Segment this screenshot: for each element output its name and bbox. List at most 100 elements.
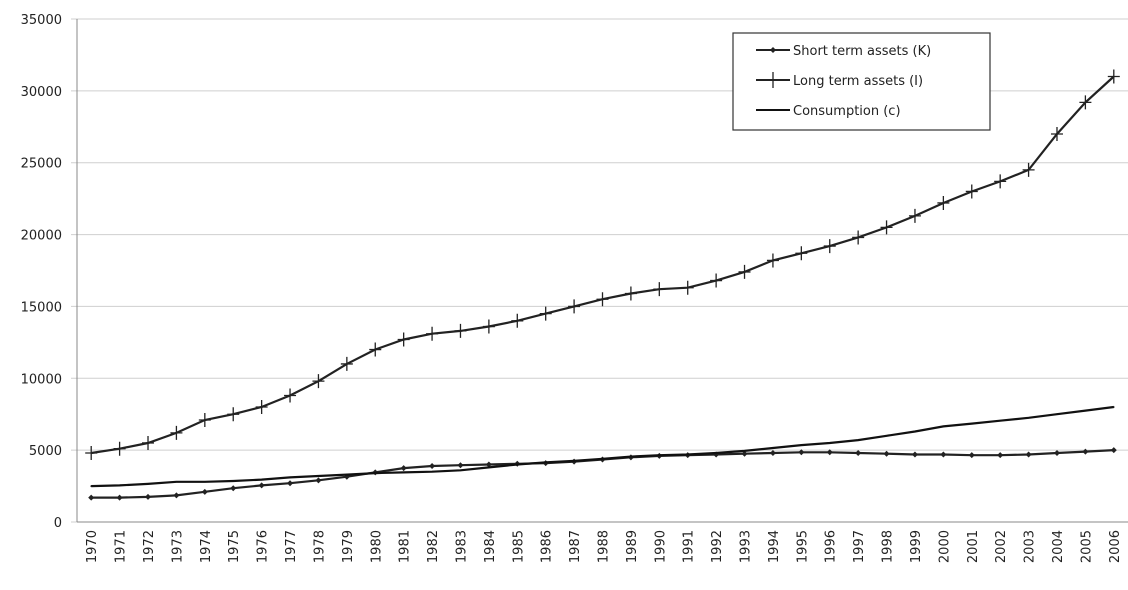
- marker: [85, 446, 98, 461]
- marker: [544, 461, 547, 464]
- y-tick-label: 35000: [21, 13, 62, 28]
- marker: [772, 447, 774, 449]
- marker: [260, 478, 263, 481]
- marker: [374, 472, 377, 474]
- marker: [681, 280, 694, 295]
- marker: [880, 220, 893, 235]
- x-tick-label: 2003: [1023, 530, 1038, 563]
- marker: [1107, 69, 1120, 84]
- marker: [258, 482, 265, 489]
- marker: [970, 422, 973, 425]
- marker: [800, 444, 803, 446]
- marker: [402, 471, 405, 474]
- x-tick-label: 1996: [824, 530, 839, 563]
- marker: [1025, 451, 1032, 458]
- x-tick-label: 1983: [454, 530, 469, 563]
- marker: [596, 292, 609, 307]
- marker: [1082, 448, 1089, 455]
- x-tick-label: 1979: [341, 530, 356, 563]
- marker: [255, 400, 268, 415]
- x-tick-label: 2000: [937, 530, 952, 563]
- marker: [90, 485, 93, 487]
- marker: [1056, 413, 1058, 416]
- marker: [201, 488, 208, 495]
- x-tick-label: 2001: [966, 530, 981, 563]
- marker: [454, 323, 467, 338]
- marker: [828, 442, 831, 444]
- x-tick-label: 1978: [312, 530, 327, 563]
- marker: [431, 470, 433, 473]
- x-tick-label: 1985: [511, 530, 526, 563]
- y-tick-label: 10000: [21, 372, 62, 387]
- marker: [798, 449, 805, 456]
- x-tick-label: 1995: [795, 530, 810, 563]
- y-tick-label: 20000: [21, 229, 62, 244]
- x-tick-label: 1984: [483, 530, 498, 563]
- x-tick-label: 1986: [540, 530, 555, 563]
- marker: [482, 319, 495, 334]
- marker: [198, 412, 211, 427]
- marker: [1084, 409, 1087, 412]
- marker: [346, 473, 348, 476]
- marker: [710, 273, 723, 288]
- y-tick-label: 30000: [21, 85, 62, 100]
- series-line: [91, 405, 1114, 488]
- marker: [488, 466, 490, 469]
- marker: [826, 449, 833, 456]
- marker: [227, 407, 240, 422]
- marker: [459, 469, 462, 472]
- marker: [686, 453, 689, 456]
- x-tick-label: 1974: [199, 530, 214, 563]
- legend-label: Consumption (c): [793, 104, 901, 119]
- marker: [769, 450, 776, 457]
- marker: [397, 332, 410, 347]
- marker: [1079, 95, 1092, 110]
- legend-marker: [770, 47, 776, 53]
- x-tick-label: 1990: [653, 530, 668, 563]
- x-tick-label: 1997: [852, 530, 867, 563]
- x-tick-label: 1992: [710, 530, 725, 563]
- marker: [999, 419, 1001, 422]
- x-tick-label: 1970: [85, 530, 100, 563]
- marker: [1110, 447, 1117, 454]
- marker: [429, 462, 436, 469]
- marker: [145, 493, 152, 500]
- x-tick-label: 1977: [284, 530, 299, 563]
- x-tick-label: 1987: [568, 530, 583, 563]
- marker: [312, 374, 325, 389]
- marker: [485, 461, 492, 468]
- marker: [942, 425, 945, 428]
- y-tick-label: 5000: [29, 444, 62, 459]
- marker: [317, 475, 320, 477]
- marker: [852, 230, 865, 245]
- x-tick-label: 1975: [227, 530, 242, 563]
- marker: [1050, 126, 1063, 141]
- x-tick-label: 2006: [1108, 530, 1123, 563]
- marker: [230, 485, 237, 492]
- marker: [116, 494, 123, 501]
- x-tick-label: 1973: [170, 530, 185, 563]
- x-tick-label: 1999: [909, 530, 924, 563]
- marker: [287, 480, 294, 487]
- x-tick-label: 1994: [767, 530, 782, 563]
- marker: [624, 286, 637, 301]
- marker: [1027, 417, 1030, 419]
- marker: [1053, 450, 1060, 457]
- x-tick-label: 1988: [597, 530, 612, 563]
- marker: [940, 451, 947, 458]
- marker: [795, 246, 808, 261]
- legend-label: Long term assets (I): [793, 74, 923, 89]
- x-tick-label: 1981: [398, 530, 413, 563]
- marker: [823, 239, 836, 254]
- marker: [284, 388, 297, 403]
- marker: [232, 480, 235, 482]
- marker: [914, 430, 916, 433]
- marker: [573, 460, 575, 462]
- marker: [658, 454, 661, 456]
- marker: [173, 492, 180, 499]
- legend-label: Short term assets (K): [793, 44, 931, 59]
- marker: [741, 450, 748, 457]
- marker: [170, 425, 183, 440]
- marker: [516, 463, 519, 466]
- marker: [630, 455, 632, 458]
